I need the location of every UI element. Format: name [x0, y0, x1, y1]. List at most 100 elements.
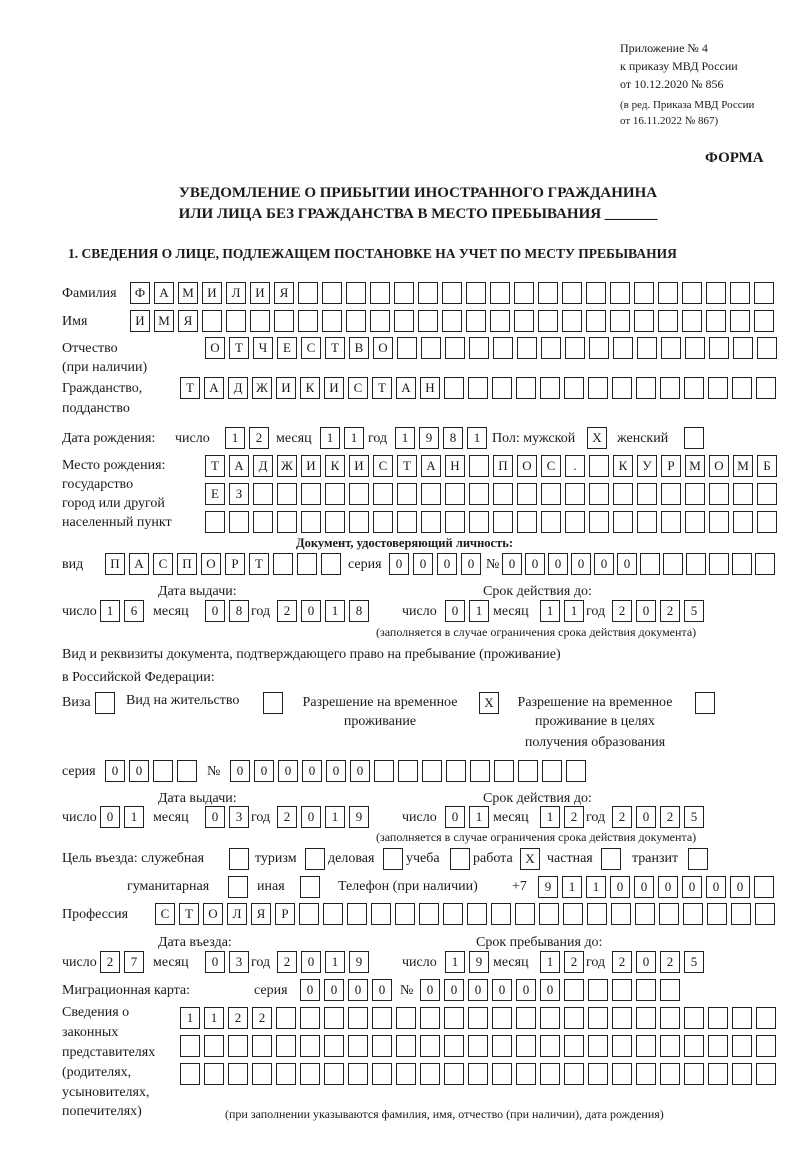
char-cell[interactable]: П: [493, 455, 513, 477]
char-cell[interactable]: [658, 282, 678, 304]
char-cell[interactable]: [202, 310, 222, 332]
char-cell[interactable]: [757, 483, 777, 505]
char-cell[interactable]: [516, 1063, 536, 1085]
char-cell[interactable]: [588, 1035, 608, 1057]
char-cell[interactable]: [562, 310, 582, 332]
char-cell[interactable]: 1: [540, 951, 560, 973]
char-cell[interactable]: Л: [226, 282, 246, 304]
char-cell[interactable]: [324, 1007, 344, 1029]
char-cell[interactable]: [658, 310, 678, 332]
char-cell[interactable]: X: [479, 692, 499, 714]
char-cell[interactable]: 9: [419, 427, 439, 449]
char-cell[interactable]: Н: [420, 377, 440, 399]
char-cell[interactable]: 1: [320, 427, 340, 449]
char-cell[interactable]: [277, 483, 297, 505]
char-cell[interactable]: [634, 282, 654, 304]
char-cell[interactable]: [756, 1063, 776, 1085]
char-cell[interactable]: [541, 511, 561, 533]
char-cell[interactable]: [276, 1007, 296, 1029]
char-cell[interactable]: [612, 1035, 632, 1057]
char-cell[interactable]: 0: [461, 553, 481, 575]
char-cell[interactable]: [418, 310, 438, 332]
char-cell[interactable]: [492, 377, 512, 399]
char-cell[interactable]: А: [229, 455, 249, 477]
char-cell[interactable]: И: [130, 310, 150, 332]
char-cell[interactable]: С: [153, 553, 173, 575]
char-cell[interactable]: [564, 377, 584, 399]
char-cell[interactable]: [469, 483, 489, 505]
char-cell[interactable]: [589, 455, 609, 477]
char-cell[interactable]: [564, 1035, 584, 1057]
char-cell[interactable]: 1: [124, 806, 144, 828]
char-cell[interactable]: [445, 337, 465, 359]
char-cell[interactable]: 0: [205, 600, 225, 622]
char-cell[interactable]: Т: [249, 553, 269, 575]
char-cell[interactable]: [635, 903, 655, 925]
char-cell[interactable]: 0: [730, 876, 750, 898]
char-cell[interactable]: [660, 979, 680, 1001]
char-cell[interactable]: [517, 337, 537, 359]
char-cell[interactable]: [732, 1063, 752, 1085]
char-cell[interactable]: [733, 511, 753, 533]
char-cell[interactable]: [756, 377, 776, 399]
char-cell[interactable]: [686, 553, 706, 575]
char-cell[interactable]: [682, 282, 702, 304]
char-cell[interactable]: [684, 427, 704, 449]
char-cell[interactable]: [660, 1063, 680, 1085]
char-cell[interactable]: [300, 1035, 320, 1057]
char-cell[interactable]: З: [229, 483, 249, 505]
char-cell[interactable]: 1: [325, 951, 345, 973]
char-cell[interactable]: 0: [420, 979, 440, 1001]
char-cell[interactable]: [566, 760, 586, 782]
char-cell[interactable]: [613, 511, 633, 533]
char-cell[interactable]: [637, 483, 657, 505]
char-cell[interactable]: 2: [249, 427, 269, 449]
char-cell[interactable]: П: [177, 553, 197, 575]
char-cell[interactable]: [493, 483, 513, 505]
char-cell[interactable]: [707, 903, 727, 925]
char-cell[interactable]: [491, 903, 511, 925]
char-cell[interactable]: 2: [660, 951, 680, 973]
char-cell[interactable]: [420, 1063, 440, 1085]
char-cell[interactable]: 0: [636, 951, 656, 973]
char-cell[interactable]: Я: [274, 282, 294, 304]
char-cell[interactable]: [494, 760, 514, 782]
char-cell[interactable]: [228, 876, 248, 898]
char-cell[interactable]: [468, 1063, 488, 1085]
char-cell[interactable]: 0: [301, 951, 321, 973]
char-cell[interactable]: 0: [445, 806, 465, 828]
char-cell[interactable]: [637, 337, 657, 359]
char-cell[interactable]: М: [685, 455, 705, 477]
char-cell[interactable]: [445, 483, 465, 505]
char-cell[interactable]: 0: [105, 760, 125, 782]
char-cell[interactable]: [229, 848, 249, 870]
char-cell[interactable]: [348, 1035, 368, 1057]
char-cell[interactable]: [539, 903, 559, 925]
char-cell[interactable]: С: [301, 337, 321, 359]
char-cell[interactable]: 9: [469, 951, 489, 973]
char-cell[interactable]: [640, 553, 660, 575]
char-cell[interactable]: [612, 1007, 632, 1029]
char-cell[interactable]: 0: [230, 760, 250, 782]
char-cell[interactable]: [518, 760, 538, 782]
char-cell[interactable]: Т: [179, 903, 199, 925]
char-cell[interactable]: [562, 282, 582, 304]
char-cell[interactable]: [469, 337, 489, 359]
char-cell[interactable]: О: [709, 455, 729, 477]
char-cell[interactable]: Е: [205, 483, 225, 505]
char-cell[interactable]: [564, 1007, 584, 1029]
char-cell[interactable]: О: [201, 553, 221, 575]
char-cell[interactable]: [588, 1063, 608, 1085]
char-cell[interactable]: [276, 1063, 296, 1085]
char-cell[interactable]: Я: [251, 903, 271, 925]
char-cell[interactable]: [636, 1035, 656, 1057]
char-cell[interactable]: [636, 979, 656, 1001]
char-cell[interactable]: [610, 282, 630, 304]
char-cell[interactable]: [709, 553, 729, 575]
char-cell[interactable]: [468, 1007, 488, 1029]
char-cell[interactable]: [298, 282, 318, 304]
char-cell[interactable]: А: [421, 455, 441, 477]
char-cell[interactable]: [420, 1035, 440, 1057]
char-cell[interactable]: [493, 511, 513, 533]
char-cell[interactable]: [446, 760, 466, 782]
